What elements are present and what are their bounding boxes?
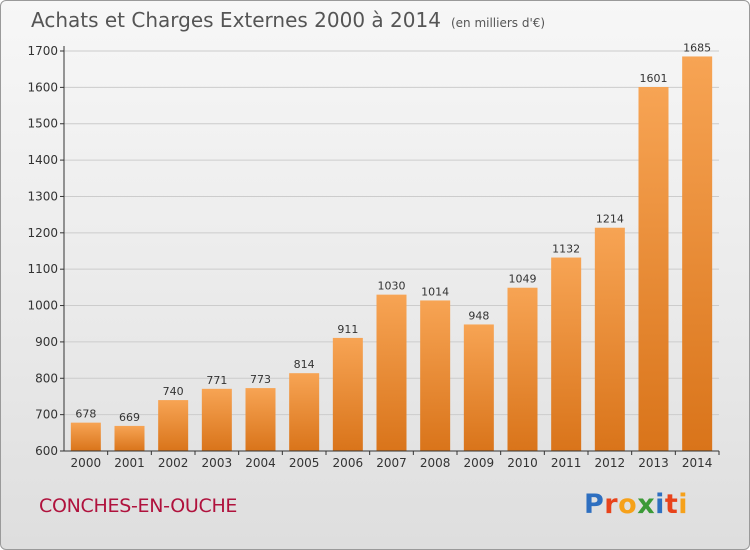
- y-tick-label: 800: [35, 371, 58, 385]
- y-tick-label: 1500: [27, 117, 58, 131]
- x-axis-ticks: 2000 2001 2002 2003 2004 2005 2006 2007 2008 2009…: [71, 451, 720, 470]
- y-tick-label: 1700: [27, 44, 58, 58]
- y-tick-label: 1300: [27, 189, 58, 203]
- x-tick-label: 2008: [420, 456, 451, 470]
- logo-letter: o: [618, 489, 638, 520]
- bar: [463, 324, 494, 451]
- x-tick-label: 2000: [71, 456, 102, 470]
- x-tick-label: 2013: [638, 456, 669, 470]
- logo-letter: x: [637, 489, 656, 520]
- bar: [332, 337, 363, 451]
- data-label: 773: [250, 373, 271, 386]
- bar: [376, 294, 407, 451]
- bar: [507, 287, 538, 451]
- bar: [114, 425, 145, 451]
- x-tick-label: 2007: [376, 456, 407, 470]
- data-label: 1214: [596, 213, 624, 226]
- logo-letter: t: [664, 489, 679, 520]
- data-label: 1049: [509, 273, 537, 286]
- logo-letter: r: [604, 489, 619, 520]
- y-tick-label: 1400: [27, 153, 58, 167]
- y-axis-ticks: 600 700 800 900 1000 1100 1200 1300 1400 1500 1600…: [27, 44, 64, 458]
- proxiti-logo[interactable]: Proxiti: [584, 489, 688, 520]
- y-tick-label: 1000: [27, 299, 58, 313]
- data-label: 1132: [552, 243, 580, 256]
- city-name: CONCHES-EN-OUCHE: [39, 495, 238, 517]
- x-tick-label: 2001: [114, 456, 145, 470]
- bar: [682, 56, 713, 452]
- data-label: 771: [206, 374, 227, 387]
- data-label: 669: [119, 411, 140, 424]
- data-label: 948: [468, 309, 489, 322]
- x-tick-label: 2014: [682, 456, 713, 470]
- y-tick-label: 600: [35, 444, 58, 458]
- chart-unit: (en milliers d'€): [450, 16, 546, 30]
- bar: [638, 87, 669, 451]
- x-tick-label: 2009: [464, 456, 495, 470]
- axes: [63, 46, 719, 452]
- bar: [551, 257, 582, 451]
- data-label: 678: [75, 408, 96, 421]
- bar: [420, 300, 451, 451]
- x-tick-label: 2003: [202, 456, 233, 470]
- y-tick-label: 900: [35, 335, 58, 349]
- chart-title: Achats et Charges Externes 2000 à 2014 (e…: [31, 8, 545, 32]
- logo-letter: P: [584, 489, 605, 520]
- logo-letter: i: [678, 489, 689, 520]
- x-tick-label: 2004: [245, 456, 276, 470]
- data-label: 814: [294, 358, 315, 371]
- logo-letter: i: [655, 489, 665, 520]
- data-label: 1030: [378, 280, 406, 293]
- data-label: 1601: [640, 72, 668, 85]
- chart-title-text: Achats et Charges Externes 2000 à 2014: [31, 8, 441, 32]
- y-tick-label: 1200: [27, 226, 58, 240]
- y-tick-label: 1100: [27, 262, 58, 276]
- bar: [158, 400, 189, 451]
- x-tick-label: 2006: [333, 456, 364, 470]
- data-label: 911: [337, 323, 358, 336]
- data-label: 1685: [683, 41, 711, 54]
- bar: [289, 373, 320, 451]
- bars: [70, 56, 713, 452]
- bar: [594, 227, 625, 451]
- x-tick-label: 2005: [289, 456, 320, 470]
- x-tick-label: 2010: [507, 456, 538, 470]
- bar: [245, 388, 276, 451]
- x-tick-label: 2002: [158, 456, 189, 470]
- data-label: 1014: [421, 285, 449, 298]
- bar: [70, 422, 101, 451]
- x-tick-label: 2011: [551, 456, 582, 470]
- data-labels: 678 669 740 771 773 814 911 1030 1014 948 1049 1132…: [75, 41, 711, 423]
- y-tick-label: 1600: [27, 80, 58, 94]
- bar: [201, 388, 232, 451]
- data-label: 740: [163, 385, 184, 398]
- y-tick-label: 700: [35, 408, 58, 422]
- x-tick-label: 2012: [595, 456, 626, 470]
